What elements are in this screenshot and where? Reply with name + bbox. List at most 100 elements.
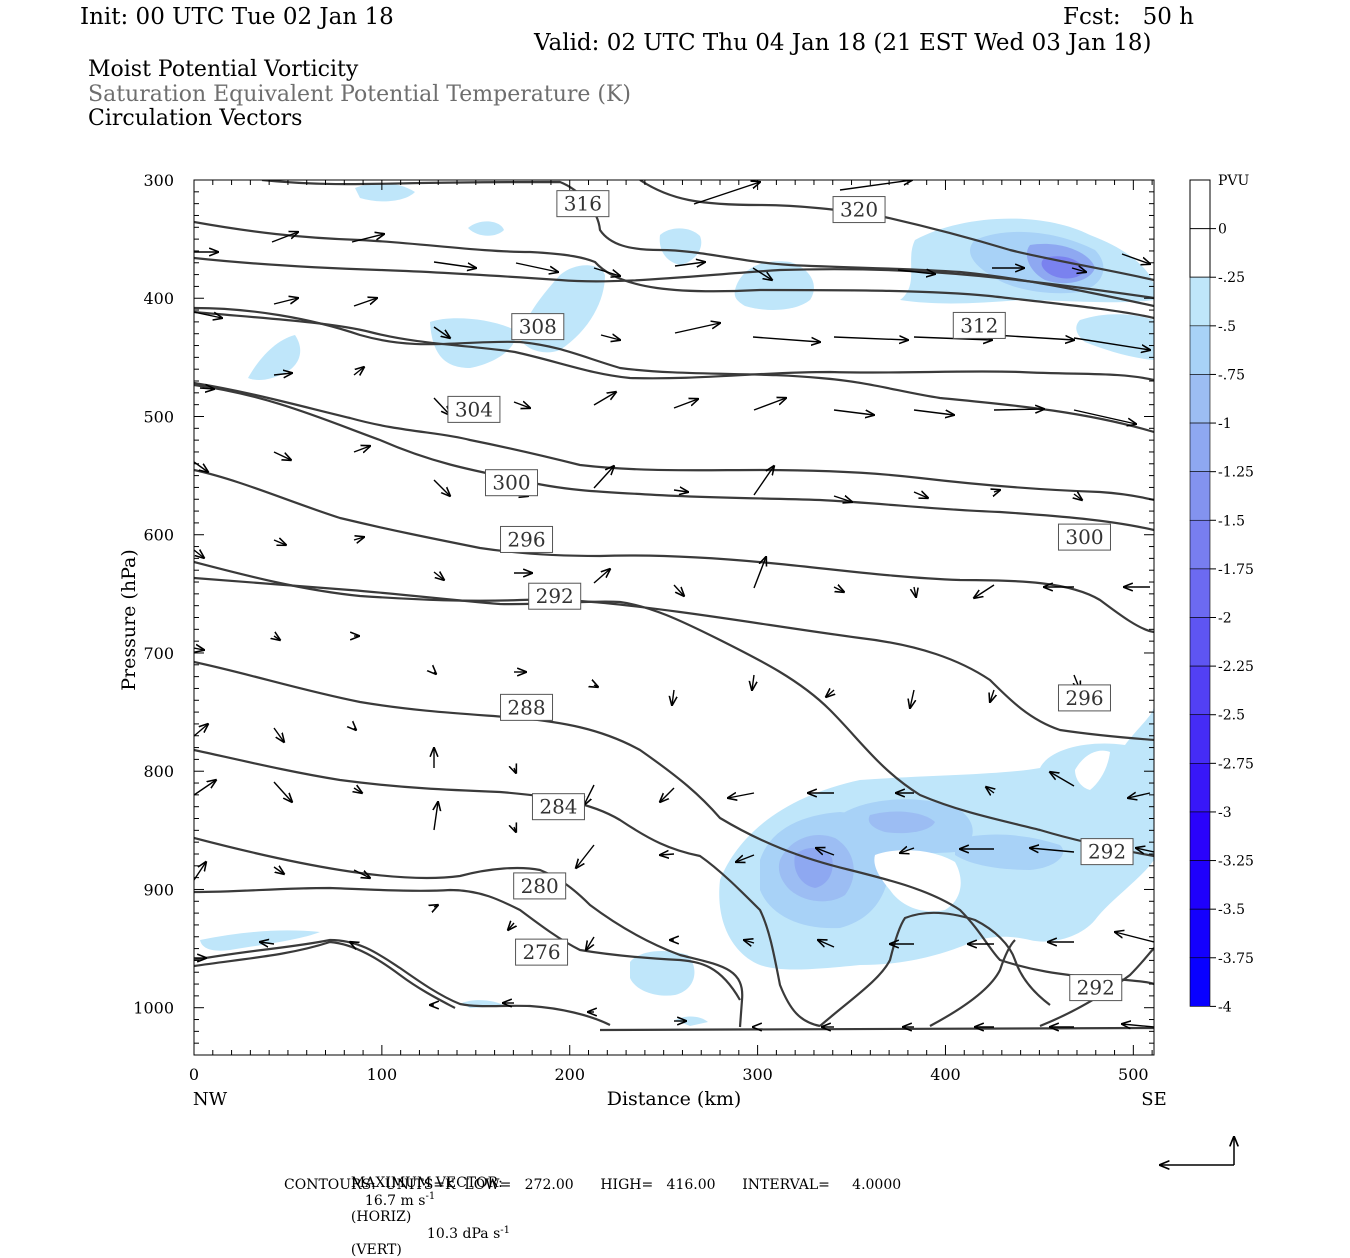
circulation-vector <box>833 587 844 592</box>
circulation-vector <box>515 262 558 272</box>
colorbar-label: -2.75 <box>1218 756 1254 772</box>
y-tick-label: 400 <box>143 289 174 308</box>
circulation-vector <box>433 479 450 496</box>
contour-line <box>194 886 741 1001</box>
circulation-vector <box>271 232 298 243</box>
contour-line <box>194 256 1154 300</box>
x-tick-label: 100 <box>367 1065 398 1084</box>
colorbar-cell <box>1189 763 1211 813</box>
contour-label-box <box>1057 684 1111 712</box>
circulation-vector <box>354 728 356 730</box>
contour-line <box>194 381 1154 502</box>
circulation-vector <box>514 827 516 832</box>
colorbar-label: -3.25 <box>1218 854 1254 870</box>
colorbar-cell <box>1189 471 1211 521</box>
circulation-vector <box>354 788 362 793</box>
colorbar-cell <box>1189 276 1211 327</box>
contour-label: 320 <box>840 198 878 222</box>
colorbar-unit: PVU <box>1218 173 1250 189</box>
x-tick-label: 300 <box>742 1065 773 1084</box>
contour-label-box <box>531 793 585 821</box>
contour-label: 316 <box>564 192 602 216</box>
contour-label: 308 <box>519 315 557 339</box>
y-tick-label: 300 <box>143 171 174 190</box>
contour-line <box>194 468 1154 634</box>
contour-line <box>1039 947 1154 1028</box>
circulation-vector <box>593 466 614 489</box>
circulation-vector <box>1074 494 1082 500</box>
colorbar-label: -1.75 <box>1218 562 1254 578</box>
circulation-vector <box>752 336 820 342</box>
colorbar-cell <box>1189 811 1211 861</box>
y-tick-label: 900 <box>143 880 174 899</box>
circulation-vector <box>753 466 774 496</box>
circulation-vector <box>673 584 684 596</box>
contour-line <box>194 560 1154 742</box>
max-vert-value: 10.3 dPa s <box>426 1226 501 1243</box>
contour-label-box <box>500 693 554 721</box>
pv-region-lower-hole-2 <box>874 850 961 912</box>
max-vector-label: MAXIMUM VECTOR: <box>350 1175 503 1191</box>
circulation-vector <box>600 335 620 340</box>
plot-axes: 300 400 500 600 700 800 900 1000 0 100 200 300 400 50… <box>118 171 1167 1110</box>
valid-time: Valid: 02 UTC Thu 04 Jan 18 (21 EST Wed … <box>534 30 1152 56</box>
circulation-vector <box>1071 268 1086 272</box>
circulation-vector <box>584 784 595 805</box>
circulation-vector <box>736 854 755 862</box>
contour-label-box <box>447 395 501 423</box>
colorbar-cell <box>1189 860 1211 910</box>
x-end-label-left: NW <box>193 1089 228 1110</box>
pv-region-left <box>248 335 301 381</box>
circulation-vector <box>744 940 755 943</box>
contour-label: 280 <box>521 874 559 898</box>
colorbar-cell <box>1189 665 1211 716</box>
circulation-vector <box>753 398 786 411</box>
circulation-vector <box>994 490 1000 492</box>
circulation-vector <box>199 388 214 389</box>
colorbar-label: -3.5 <box>1218 902 1245 918</box>
colorbar-label: -1.5 <box>1218 513 1245 529</box>
x-tick-label: 400 <box>930 1065 961 1084</box>
theta-contours <box>194 180 1154 1032</box>
contour-label: 312 <box>960 313 998 337</box>
contour-line <box>929 939 1016 1027</box>
contour-label: 284 <box>539 795 577 819</box>
circulation-vector <box>1128 793 1151 798</box>
circulation-vector <box>910 689 914 708</box>
circulation-vector <box>353 537 364 540</box>
cross-section-chart: 316 320 308 312 304 300 300 296 292 296 288 284 292 2… <box>118 171 1254 1200</box>
circulation-vector <box>974 584 995 598</box>
colorbar-label: -.5 <box>1218 319 1236 335</box>
pv-region-lower-hole <box>1075 750 1110 790</box>
circulation-vector <box>513 402 530 408</box>
contour-label-box <box>513 872 567 900</box>
colorbar-label: -2.5 <box>1218 708 1245 724</box>
contour-label: 300 <box>492 471 530 495</box>
circulation-vector <box>674 323 720 334</box>
contour-line <box>599 1026 1154 1032</box>
circulation-vector <box>913 492 928 498</box>
contour-label-box <box>511 313 565 341</box>
circulation-vector <box>350 942 354 944</box>
field-title-theta: Saturation Equivalent Potential Temperat… <box>88 82 631 107</box>
circulation-vector <box>839 180 912 191</box>
circulation-vector <box>1073 337 1150 350</box>
circulation-vector <box>674 262 705 266</box>
colorbar-label: -3.75 <box>1218 951 1254 967</box>
colorbar-cell <box>1189 908 1211 959</box>
x-tick-label: 0 <box>189 1065 199 1084</box>
contour-label-box <box>515 938 569 966</box>
circulation-vector <box>993 334 1074 340</box>
pv-region-upper-right-peak <box>1041 256 1085 279</box>
circulation-vector <box>353 446 370 452</box>
contour-label-box <box>952 311 1006 339</box>
contour-line <box>819 911 1051 1027</box>
contour-line <box>194 576 1154 858</box>
circulation-vector <box>586 936 595 950</box>
circulation-vector <box>260 942 275 944</box>
circulation-vector <box>514 768 516 773</box>
colorbar-cell <box>1189 374 1211 424</box>
pv-shading <box>200 183 1154 1026</box>
circulation-vector <box>593 392 616 406</box>
contour-label-box <box>832 196 886 224</box>
